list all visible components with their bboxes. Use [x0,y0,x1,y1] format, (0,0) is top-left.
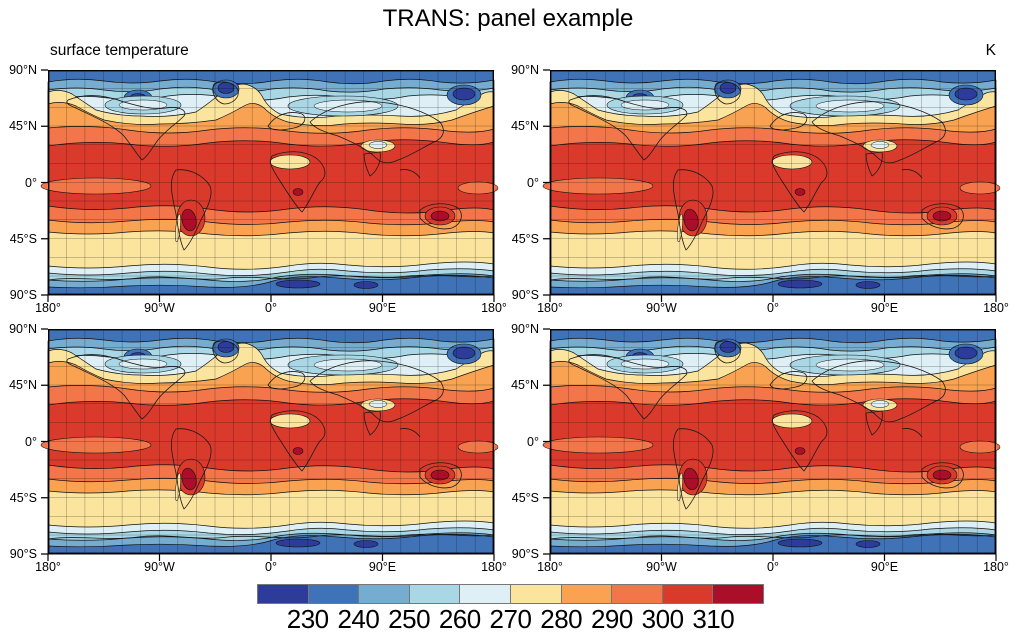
colorbar-box [509,584,562,604]
x-tick-label: 180° [481,301,507,315]
x-tick-label: 90°E [870,560,899,574]
panel-top-right: 90°N 45°N 0° 45°S 90°S 180° 90°W 0° 90°E… [511,63,1009,315]
colorbar-tick-label: 230 [286,604,329,634]
x-tick-label: 90°W [144,301,175,315]
y-tick-label: 90°N [9,63,37,77]
y-tick-label: 45°S [511,490,539,505]
y-tick-label: 45°N [9,378,37,393]
world-map [542,328,1001,562]
colorbar-tick-label: 310 [692,604,735,634]
colorbar-box [257,584,309,604]
y-tick-label: 45°S [511,231,539,246]
x-tick-label: 0° [767,301,779,315]
colorbar-box [459,584,511,604]
units-label: K [985,42,996,59]
x-tick-label: 90°W [646,560,677,574]
y-tick-label: 90°S [9,547,37,561]
colorbar-tick-label: 240 [337,604,380,634]
colorbar-box [560,584,613,604]
colorbar-tick-label: 270 [489,604,532,634]
colorbar-tick-label: 300 [641,604,684,634]
figure-title: TRANS: panel example [382,5,634,32]
x-tick-label: 90°W [646,301,677,315]
x-tick-label: 0° [265,301,277,315]
colorbar-tick-label: 250 [388,604,431,634]
y-tick-label: 90°S [511,288,539,302]
colorbar-box [408,584,461,604]
colorbar-tick-label: 280 [540,604,583,634]
x-tick-label: 180° [983,301,1009,315]
y-tick-label: 0° [25,434,37,449]
x-tick-label: 90°E [368,560,397,574]
world-map [40,328,499,562]
y-tick-label: 45°N [9,119,37,134]
panel-bottom-right: 90°N 45°N 0° 45°S 90°S 180° 90°W 0° 90°E… [511,322,1009,574]
x-tick-label: 180° [35,301,61,315]
y-tick-label: 45°S [9,490,37,505]
colorbar-box [712,584,764,604]
x-tick-label: 180° [537,560,563,574]
y-tick-label: 45°N [511,119,539,134]
x-tick-label: 90°E [870,301,899,315]
x-tick-label: 180° [537,301,563,315]
y-tick-label: 90°S [511,547,539,561]
x-tick-label: 180° [35,560,61,574]
y-tick-label: 45°N [511,378,539,393]
colorbar-box [661,584,714,604]
colorbar-box [611,584,663,604]
x-tick-label: 90°W [144,560,175,574]
y-tick-label: 90°N [511,322,539,336]
x-tick-label: 0° [767,560,779,574]
world-map [40,69,499,303]
field-subtitle: surface temperature [50,42,189,59]
colorbar-box [358,584,410,604]
y-tick-label: 45°S [9,231,37,246]
y-tick-label: 90°S [9,288,37,302]
x-tick-label: 180° [481,560,507,574]
y-tick-label: 0° [25,175,37,190]
panel-bottom-left: 90°N 45°N 0° 45°S 90°S 180° 90°W 0° 90°E… [9,322,507,574]
y-tick-label: 90°N [511,63,539,77]
y-tick-label: 0° [527,434,539,449]
y-tick-label: 0° [527,175,539,190]
x-tick-label: 180° [983,560,1009,574]
colorbar-tick-label: 260 [438,604,481,634]
x-tick-label: 0° [265,560,277,574]
colorbar-tick-label: 290 [590,604,633,634]
world-map [542,69,1001,303]
colorbar [257,584,764,604]
colorbar-box [307,584,360,604]
panel-top-left: 90°N 45°N 0° 45°S 90°S 180° 90°W 0° 90°E… [9,63,507,315]
y-tick-label: 90°N [9,322,37,336]
x-tick-label: 90°E [368,301,397,315]
